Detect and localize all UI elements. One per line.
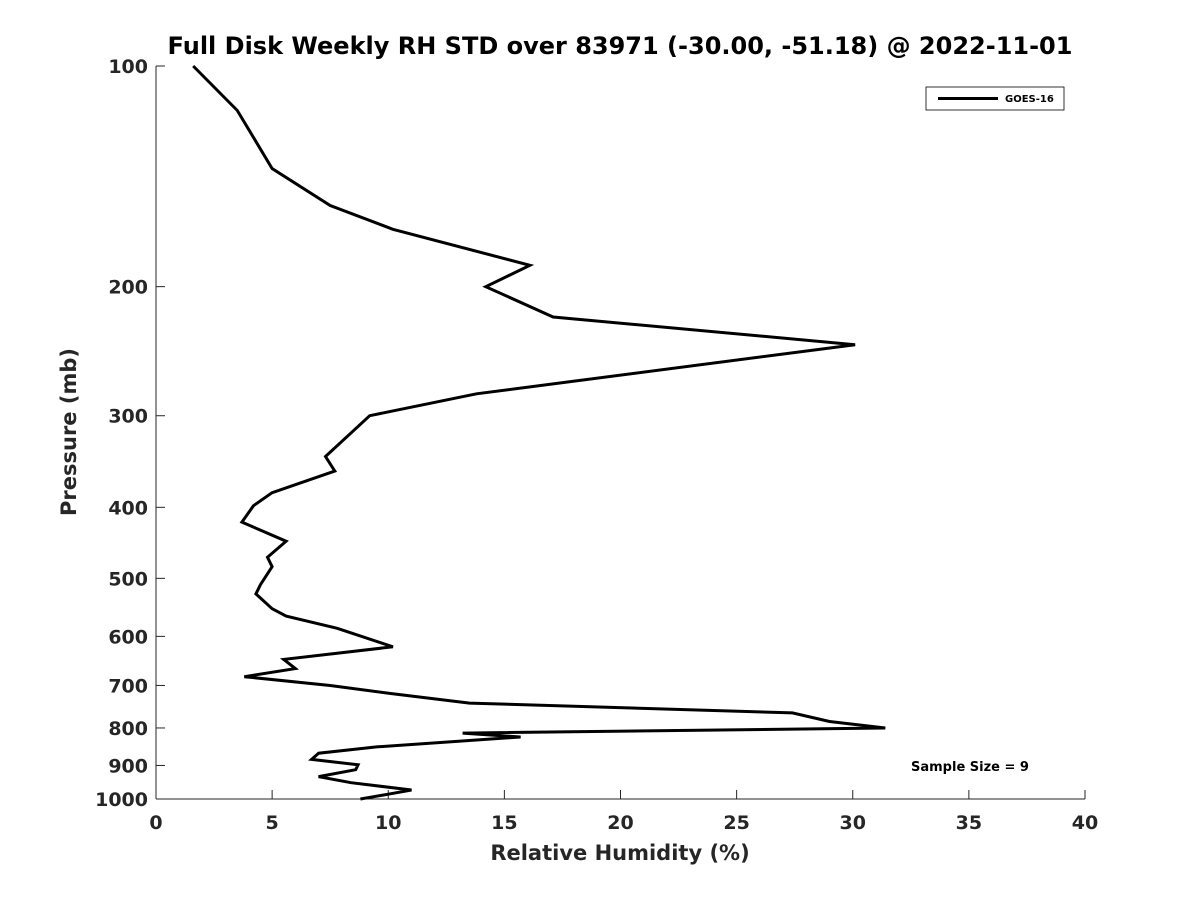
x-tick-label: 20 <box>607 812 633 834</box>
x-tick-label: 5 <box>266 812 279 834</box>
y-tick-label: 800 <box>108 718 148 740</box>
x-tick-label: 25 <box>723 812 749 834</box>
series-line-goes-16 <box>192 64 886 801</box>
chart-title: Full Disk Weekly RH STD over 83971 (-30.… <box>168 32 1073 60</box>
sample-size-annotation: Sample Size = 9 <box>911 760 1029 775</box>
legend-series-label: GOES-16 <box>1005 94 1054 105</box>
x-tick-label: 35 <box>956 812 982 834</box>
y-tick-label: 400 <box>108 497 148 519</box>
y-tick-label: 500 <box>108 568 148 590</box>
y-tick-label: 200 <box>108 277 148 299</box>
x-tick-label: 40 <box>1072 812 1098 834</box>
series-layer <box>192 64 886 801</box>
y-tick-label: 700 <box>108 675 148 697</box>
x-tick-label: 10 <box>375 812 401 834</box>
y-tick-label: 1000 <box>95 789 148 811</box>
y-axis-label: Pressure (mb) <box>57 348 81 516</box>
x-tick-label: 0 <box>149 812 162 834</box>
x-axis-label: Relative Humidity (%) <box>490 841 749 865</box>
y-tick-label: 900 <box>108 755 148 777</box>
axes: 0 5 10 15 20 25 30 35 40 100 200 300 400 500 600 700 800… <box>95 56 1098 834</box>
legend: GOES-16 <box>925 86 1065 111</box>
x-tick-label: 15 <box>491 812 517 834</box>
y-tick-label: 300 <box>108 406 148 428</box>
y-tick-label: 100 <box>108 56 148 78</box>
x-tick-label: 30 <box>840 812 866 834</box>
y-tick-label: 600 <box>108 626 148 648</box>
